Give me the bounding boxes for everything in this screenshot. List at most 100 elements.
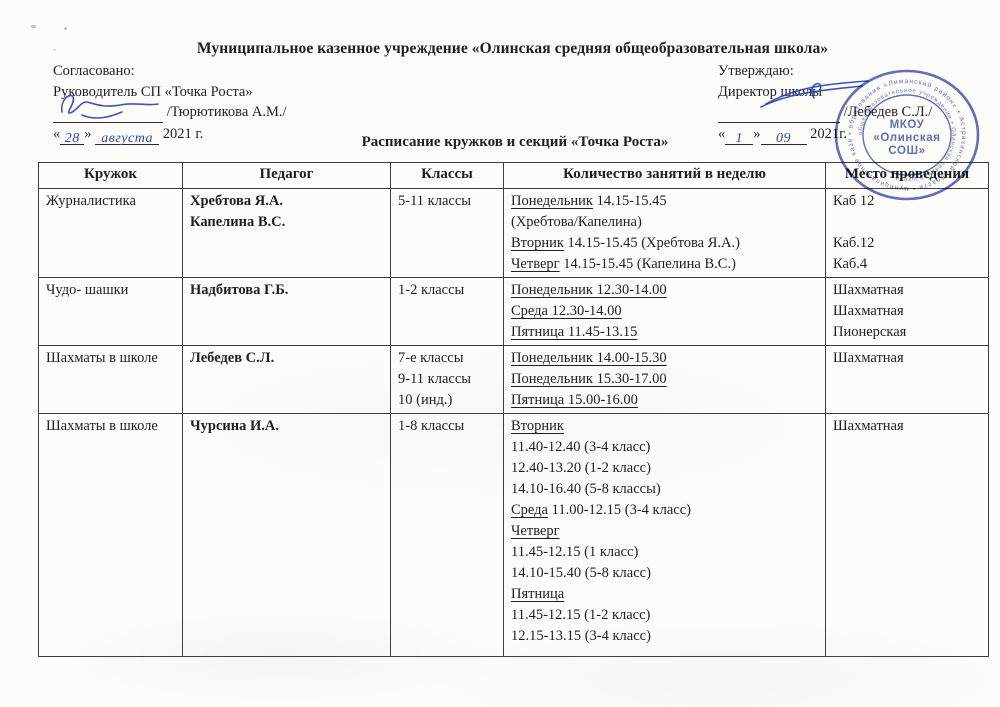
table-row: Чудо- шашки Надбитова Г.Б. 1-2 классы Понед… bbox=[38, 277, 989, 346]
location-cell: Шахматная Шахматная Пионерская bbox=[825, 277, 989, 346]
schedule-time: (Хребтова/Капелина) bbox=[511, 214, 642, 230]
schedule-day: Пятница bbox=[511, 586, 565, 602]
schedule-time: 14.15-15.45 bbox=[592, 193, 667, 209]
schedule-day: Понедельник 12.30-14.00 bbox=[511, 282, 667, 298]
location-line: Шахматная bbox=[833, 350, 904, 366]
schedule-time: 11.45-12.15 (1 класс) bbox=[511, 544, 639, 560]
teacher-name: Чурсина И.А. bbox=[190, 418, 279, 434]
handwritten-day: 28 bbox=[64, 130, 80, 146]
classes-line: 1-8 классы bbox=[398, 418, 465, 434]
agreed-role: Руководитель СП «Точка Роста» bbox=[53, 83, 253, 100]
schedule-day: Понедельник 15.30-17.00 bbox=[511, 371, 667, 387]
teacher-cell: Надбитова Г.Б. bbox=[182, 277, 391, 346]
column-header: Классы bbox=[390, 162, 504, 189]
quote-open: « bbox=[718, 126, 726, 142]
teacher-cell: Хребтова Я.А. Капелина В.С. bbox=[182, 188, 391, 278]
classes-line: 1-2 классы bbox=[398, 282, 465, 298]
scan-speck bbox=[64, 27, 67, 30]
schedule-day: Среда 12.30-14.00 bbox=[511, 303, 622, 319]
location-cell: Шахматная bbox=[825, 413, 989, 657]
classes-cell: 1-2 классы bbox=[390, 277, 504, 346]
date-year: 2021 г. bbox=[162, 126, 204, 142]
schedule-time: 11.45-12.15 (1-2 класс) bbox=[511, 607, 651, 623]
signature-line bbox=[718, 108, 840, 123]
schedule-time: 14.10-15.40 (5-8 класс) bbox=[511, 565, 651, 581]
classes-line: 7-е классы bbox=[398, 350, 464, 366]
schedule-line: Понедельник 14.15-15.45 bbox=[511, 191, 818, 212]
schedule-line: Среда 12.30-14.00 bbox=[511, 301, 818, 322]
schedule-line: 12.15-13.15 (3-4 класс) bbox=[511, 626, 818, 647]
stamp-center-line: «Олинская bbox=[873, 132, 940, 144]
club-cell: Шахматы в школе bbox=[38, 413, 183, 657]
handwritten-month: 09 bbox=[776, 130, 791, 146]
quote-open: « bbox=[53, 126, 61, 142]
schedule-day: Среда bbox=[511, 502, 548, 518]
schedule-cell: Понедельник 12.30-14.00 Среда 12.30-14.00… bbox=[503, 277, 826, 346]
approved-signature-row: /Лебедев С.Л./ bbox=[718, 102, 932, 123]
date-month-line: 09 bbox=[760, 128, 807, 146]
classes-cell: 1-8 классы bbox=[390, 413, 504, 657]
schedule-line: 11.45-12.15 (1-2 класс) bbox=[511, 605, 818, 626]
teacher-name: Надбитова Г.Б. bbox=[190, 282, 289, 298]
agreed-name: /Тюрютикова А.М./ bbox=[166, 104, 287, 120]
club-cell: Журналистика bbox=[38, 188, 183, 278]
classes-line: 9-11 классы bbox=[398, 371, 471, 387]
location-line bbox=[833, 212, 981, 233]
schedule-time: 11.40-12.40 (3-4 класс) bbox=[511, 439, 651, 455]
schedule-line: Вторник 14.15-15.45 (Хребтова Я.А.) bbox=[511, 233, 818, 254]
date-day-line: 1 bbox=[725, 128, 754, 146]
schedule-line: 14.10-15.40 (5-8 класс) bbox=[511, 563, 818, 584]
schedule-day: Пятница 11.45-13.15 bbox=[511, 324, 638, 340]
table-row: Шахматы в школе Чурсина И.А. 1-8 классы Вто… bbox=[38, 413, 989, 657]
schedule-cell: Понедельник 14.15-15.45 (Хребтова/Капелин… bbox=[503, 188, 826, 278]
schedule-day: Вторник bbox=[511, 418, 564, 434]
location-line: Каб.4 bbox=[833, 256, 868, 272]
schedule-day: Вторник bbox=[511, 235, 564, 251]
club-name: Шахматы в школе bbox=[46, 350, 158, 366]
schedule-time: 12.40-13.20 (1-2 класс) bbox=[511, 460, 651, 476]
schedule-day: Четверг bbox=[511, 256, 560, 272]
location-line: Каб.12 bbox=[833, 235, 875, 251]
schedule-cell: Понедельник 14.00-15.30 Понедельник 15.30… bbox=[503, 345, 826, 414]
approved-label: Утверждаю: bbox=[718, 63, 794, 79]
schedule-time: 14.10-16.40 (5-8 классы) bbox=[511, 481, 661, 497]
approved-name: /Лебедев С.Л./ bbox=[843, 104, 933, 120]
location-cell: Шахматная bbox=[825, 345, 989, 414]
schedule-line: Пятница 11.45-13.15 bbox=[511, 322, 818, 343]
schedule-cell: Вторник 11.40-12.40 (3-4 класс) 12.40-13.2… bbox=[503, 413, 826, 657]
schedule-line: Четверг bbox=[511, 521, 818, 542]
classes-cell: 5-11 классы bbox=[390, 188, 504, 278]
schedule-line: Пятница bbox=[511, 584, 818, 605]
schedule-time: 14.15-15.45 (Капелина В.С.) bbox=[559, 256, 736, 272]
handwritten-month: августа bbox=[101, 130, 153, 146]
location-line: Пионерская bbox=[833, 324, 907, 340]
handwritten-day: 1 bbox=[735, 130, 743, 146]
teacher-name: Хребтова Я.А. bbox=[190, 193, 283, 209]
schedule-line: Понедельник 12.30-14.00 bbox=[511, 280, 818, 301]
stamp-center-line: МКОУ bbox=[890, 119, 925, 131]
schedule-line: 11.40-12.40 (3-4 класс) bbox=[511, 437, 818, 458]
classes-cell: 7-е классы 9-11 классы 10 (инд.) bbox=[390, 345, 504, 414]
column-header: Количество занятий в неделю bbox=[503, 162, 826, 189]
schedule-time: 14.15-15.45 (Хребтова Я.А.) bbox=[563, 235, 740, 251]
schedule-day: Четверг bbox=[511, 523, 560, 539]
table-row: Журналистика Хребтова Я.А. Капелина В.С. 5-… bbox=[38, 188, 989, 278]
teacher-cell: Лебедев С.Л. bbox=[182, 345, 391, 414]
location-line: Шахматная bbox=[833, 418, 904, 434]
schedule-line: Четверг 14.15-15.45 (Капелина В.С.) bbox=[511, 254, 818, 275]
document-title: Муниципальное казенное учреждение «Олинс… bbox=[196, 40, 829, 57]
schedule-line: Пятница 15.00-16.00 bbox=[511, 390, 818, 411]
location-line: Каб 12 bbox=[833, 193, 875, 209]
date-month-line: августа bbox=[95, 128, 160, 146]
agreed-label: Согласовано: bbox=[53, 63, 135, 79]
club-name: Журналистика bbox=[46, 193, 136, 209]
club-cell: Чудо- шашки bbox=[38, 277, 183, 346]
quote-close: » bbox=[84, 126, 92, 142]
schedule-time: 11.00-12.15 (3-4 класс) bbox=[547, 502, 691, 518]
teacher-name: Лебедев С.Л. bbox=[190, 350, 275, 366]
location-line: Шахматная bbox=[833, 282, 904, 298]
table-row: Шахматы в школе Лебедев С.Л. 7-е классы 9-1… bbox=[38, 345, 989, 414]
location-cell: Каб 12 Каб.12 Каб.4 bbox=[825, 188, 989, 278]
schedule-line: Понедельник 14.00-15.30 bbox=[511, 348, 818, 369]
